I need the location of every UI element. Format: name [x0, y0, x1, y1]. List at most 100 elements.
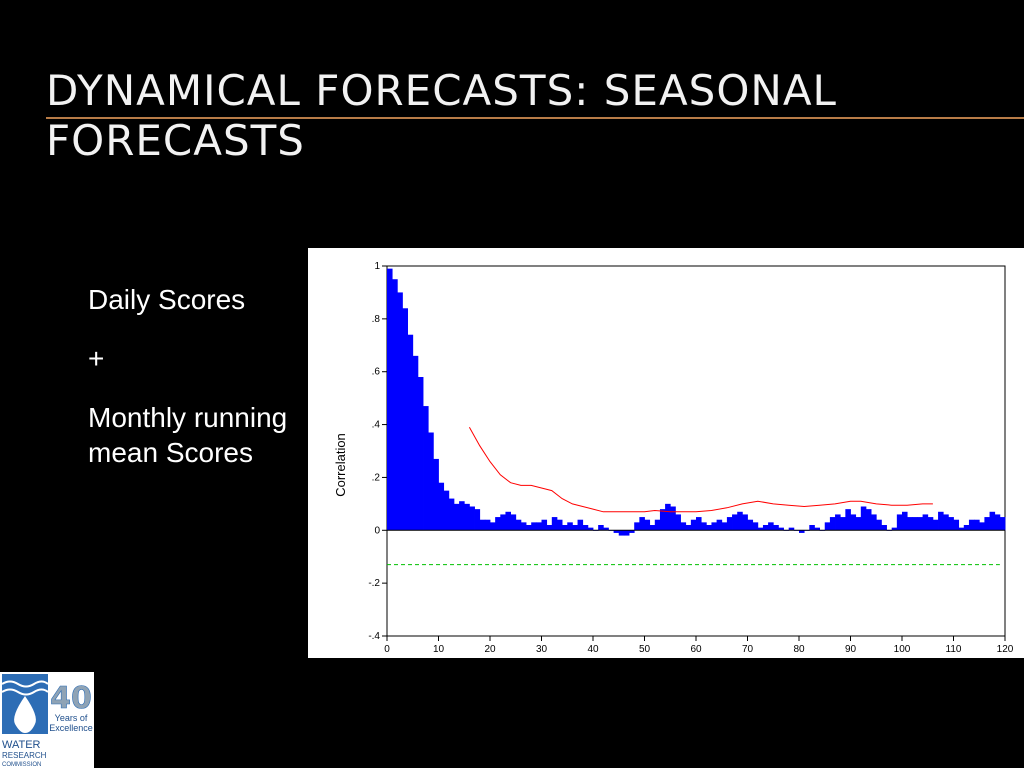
- bar: [778, 527, 784, 531]
- bar: [994, 514, 1001, 531]
- plot-frame: [386, 265, 1006, 637]
- logo-tagline-2: Excellence: [49, 723, 93, 733]
- bar: [711, 522, 717, 531]
- y-axis-label: Correlation: [333, 433, 348, 497]
- bar: [855, 517, 862, 531]
- bar: [572, 525, 578, 531]
- bar: [634, 522, 640, 531]
- bar: [943, 514, 949, 531]
- bar: [860, 506, 867, 531]
- x-tick-label: 90: [845, 644, 857, 655]
- bar: [438, 482, 445, 531]
- bar: [876, 519, 882, 531]
- x-tick-label: 20: [484, 644, 496, 655]
- x-tick-label: 40: [587, 644, 599, 655]
- bar: [495, 517, 501, 531]
- x-tick-label: 80: [793, 644, 805, 655]
- bar: [999, 517, 1006, 531]
- bar: [984, 517, 990, 531]
- bar: [639, 517, 645, 531]
- bar: [464, 503, 470, 531]
- bar: [948, 517, 954, 531]
- logo-number: 40: [50, 681, 92, 716]
- y-axis-ticks: -.4 -.2 0 .2 .4 .6 .8 1: [368, 261, 387, 642]
- bullet-list: Daily Scores + Monthly running mean Scor…: [88, 282, 303, 494]
- bar: [835, 514, 841, 531]
- bar: [510, 514, 517, 531]
- bar: [546, 525, 553, 531]
- x-tick-label: 30: [536, 644, 548, 655]
- bar: [417, 377, 424, 531]
- bar: [845, 509, 851, 531]
- bar: [732, 514, 738, 531]
- bar: [891, 527, 898, 531]
- y-tick-label: -.2: [368, 578, 380, 589]
- bar: [762, 525, 769, 531]
- logo-org-2: RESEARCH: [2, 751, 47, 760]
- bar: [912, 517, 918, 531]
- bar: [598, 525, 604, 531]
- y-tick-label: .8: [372, 314, 381, 325]
- bar: [520, 522, 527, 531]
- bar: [448, 498, 455, 531]
- bar: [824, 522, 831, 531]
- x-tick-label: 120: [997, 644, 1014, 655]
- bar: [587, 527, 594, 531]
- bar: [706, 525, 712, 531]
- x-tick-label: 10: [433, 644, 445, 655]
- bar: [577, 519, 584, 531]
- x-tick-label: 100: [894, 644, 911, 655]
- bar: [654, 519, 661, 531]
- bar: [567, 522, 573, 531]
- bar: [938, 511, 944, 531]
- logo-tagline-1: Years of: [55, 713, 88, 723]
- bar: [618, 530, 625, 536]
- bar: [433, 458, 439, 531]
- bar: [659, 509, 666, 531]
- bar: [402, 308, 408, 531]
- bar: [896, 514, 903, 531]
- bar: [752, 522, 759, 531]
- bar: [562, 525, 568, 531]
- x-tick-label: 0: [384, 644, 390, 655]
- bar: [551, 517, 558, 531]
- bar: [968, 519, 975, 531]
- bar: [989, 511, 996, 531]
- wrc-logo: 40 Years of Excellence WATER RESEARCH CO…: [0, 672, 94, 768]
- bar: [773, 525, 779, 531]
- bar: [629, 530, 635, 533]
- bar: [757, 527, 764, 531]
- bar: [696, 517, 702, 531]
- bar: [459, 501, 465, 531]
- bar: [387, 268, 393, 531]
- bar: [963, 525, 970, 531]
- bar: [974, 519, 980, 531]
- bar: [721, 522, 728, 531]
- bar: [840, 517, 846, 531]
- bar: [479, 519, 486, 531]
- bar: [881, 525, 887, 531]
- bar: [737, 511, 743, 531]
- y-tick-label: .2: [372, 472, 381, 483]
- bar: [768, 522, 774, 531]
- bar-series: [387, 268, 1006, 536]
- bar: [670, 506, 676, 531]
- logo-org-1: WATER: [2, 739, 41, 751]
- bar: [531, 522, 537, 531]
- running-mean-line: [468, 426, 933, 513]
- bar: [809, 525, 815, 531]
- bar: [958, 527, 965, 531]
- bar: [392, 279, 398, 531]
- correlation-chart: -.4 -.2 0 .2 .4 .6 .8 1 0 10 20 30 40 50 60 70 80 90 100 1…: [308, 248, 1024, 658]
- bar: [397, 292, 403, 531]
- bar: [526, 525, 532, 531]
- bar: [515, 519, 522, 531]
- bar: [979, 522, 985, 531]
- bullet-plus: +: [88, 343, 105, 374]
- slide-title: DYNAMICAL FORECASTS: SEASONAL FORECASTS: [46, 66, 837, 165]
- bar: [623, 530, 630, 536]
- bar: [407, 334, 414, 531]
- bar: [902, 511, 908, 531]
- bar: [443, 490, 450, 531]
- bar: [685, 525, 692, 531]
